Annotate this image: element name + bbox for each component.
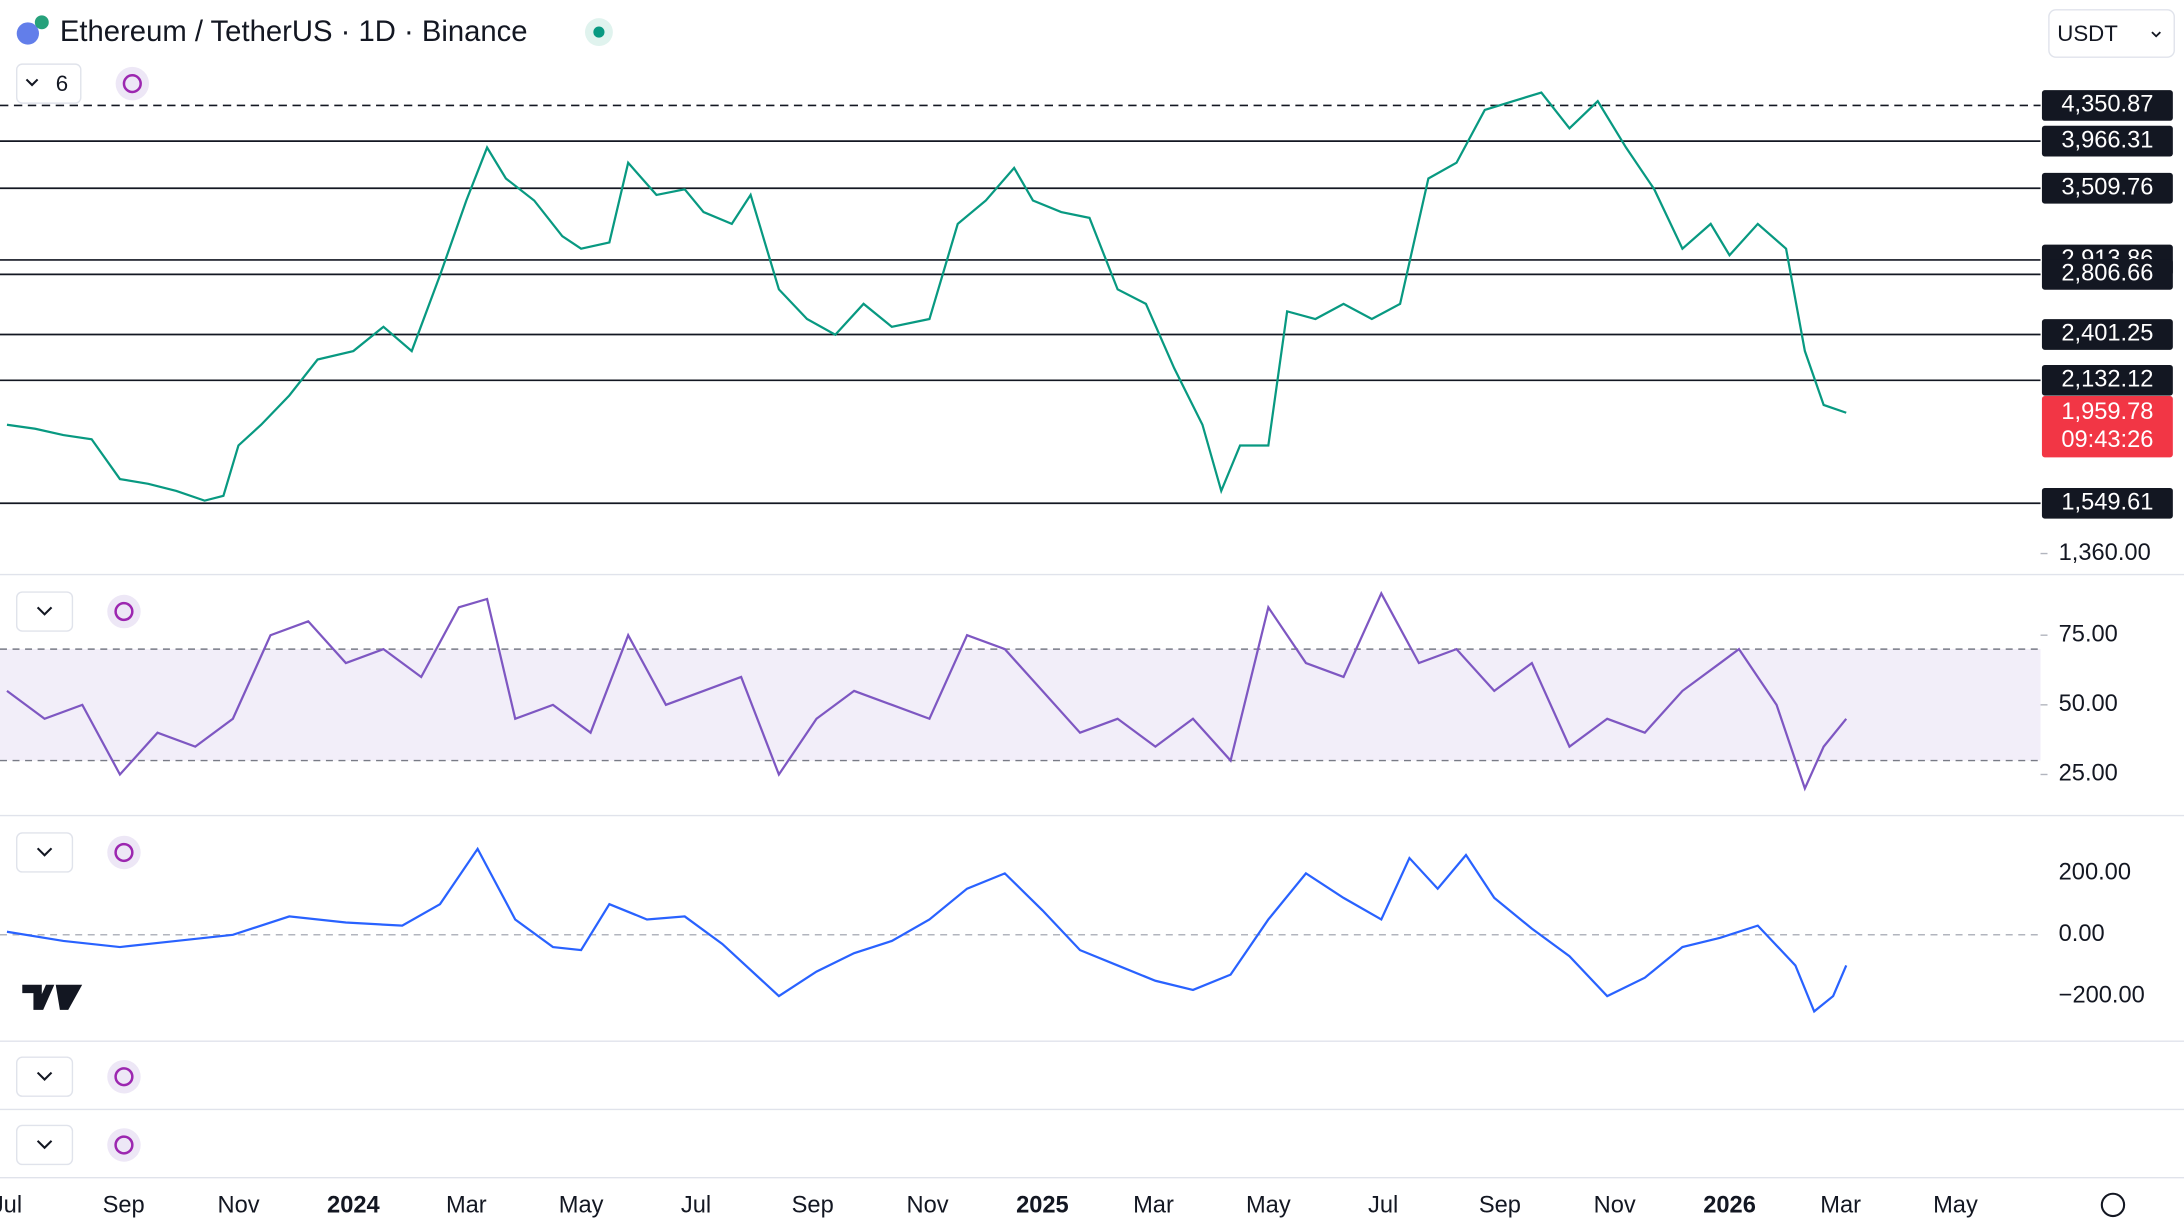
usdt-icon bbox=[34, 15, 49, 30]
level-badge bbox=[2041, 487, 2173, 519]
pane-dividers bbox=[0, 573, 2184, 1179]
x-tick-label: 2024 bbox=[327, 1193, 380, 1219]
chevron bbox=[25, 78, 39, 87]
level-label: 4,350.87 bbox=[2061, 92, 2153, 118]
x-tick-label: May bbox=[559, 1193, 604, 1219]
level-label: 2,806.66 bbox=[2061, 261, 2153, 287]
level-badge bbox=[2041, 364, 2173, 396]
x-tick-label: Mar bbox=[446, 1193, 487, 1219]
series-line bbox=[6, 91, 1847, 502]
pane-toggle[interactable] bbox=[16, 1056, 74, 1097]
chevron bbox=[36, 606, 53, 616]
level-label: 3,509.76 bbox=[2061, 174, 2153, 200]
y-tick-label: 0.00 bbox=[2059, 921, 2105, 947]
x-tick-label: May bbox=[1246, 1193, 1291, 1219]
indicators-toggle[interactable] bbox=[16, 63, 82, 104]
pane-controls bbox=[16, 591, 2126, 1218]
x-tick-label: 2026 bbox=[1703, 1193, 1756, 1219]
tv-logo[interactable] bbox=[22, 984, 83, 1010]
x-tick-label: Nov bbox=[907, 1193, 949, 1219]
level-label: 3,966.31 bbox=[2061, 127, 2153, 153]
y-tick-label: 75.00 bbox=[2059, 621, 2118, 647]
series-line bbox=[6, 590, 1848, 792]
level-badge bbox=[2041, 259, 2173, 290]
refresh-button[interactable] bbox=[107, 594, 141, 629]
chevron bbox=[36, 1140, 53, 1150]
pane-toggle[interactable] bbox=[16, 591, 74, 632]
x-tick-label: Sep bbox=[792, 1193, 834, 1219]
chevron bbox=[36, 847, 53, 857]
pane-toggle[interactable] bbox=[16, 832, 74, 873]
refresh-button[interactable] bbox=[107, 1128, 141, 1162]
level-badge bbox=[2041, 125, 2173, 157]
pane-toggle[interactable] bbox=[16, 1124, 74, 1166]
level-badge bbox=[2041, 90, 2173, 121]
market-status-dot bbox=[593, 26, 605, 38]
x-tick-label: Jul bbox=[0, 1193, 22, 1219]
x-tick-label: Mar bbox=[1133, 1193, 1174, 1219]
x-tick-label: 2025 bbox=[1016, 1193, 1069, 1219]
refresh-icon bbox=[114, 842, 134, 863]
y-tick-label: 50.00 bbox=[2059, 691, 2118, 717]
level-badge bbox=[2041, 319, 2173, 350]
x-tick-label: May bbox=[1933, 1193, 1978, 1219]
y-tick-label: 200.00 bbox=[2059, 860, 2131, 886]
x-tick-label: Sep bbox=[1479, 1193, 1521, 1219]
last-price-badge bbox=[2041, 396, 2173, 458]
level-label: 2,132.12 bbox=[2061, 367, 2153, 393]
level-label: 1,549.61 bbox=[2061, 490, 2153, 516]
series-line bbox=[6, 846, 1848, 1014]
y-tick-label: 1,360.00 bbox=[2059, 540, 2151, 566]
refresh-icon bbox=[114, 1135, 134, 1155]
x-tick-label: Nov bbox=[217, 1193, 259, 1219]
plots bbox=[6, 91, 1848, 1014]
refresh-button[interactable] bbox=[107, 1060, 141, 1094]
axes: Jul Sep Nov 2024 Mar May Jul Sep Nov 2025 Mar May Ju… bbox=[0, 90, 2173, 1219]
refresh-icon bbox=[114, 601, 134, 622]
countdown: 09:43:26 bbox=[2061, 427, 2153, 453]
y-tick-label: 25.00 bbox=[2059, 761, 2118, 787]
chevron bbox=[36, 1071, 53, 1081]
indicator-count: 6 bbox=[56, 71, 68, 96]
y-tick-label: −200.00 bbox=[2059, 982, 2145, 1008]
refresh-button[interactable] bbox=[115, 66, 150, 101]
currency-select[interactable] bbox=[2048, 9, 2175, 58]
currency-chevron bbox=[2151, 31, 2161, 38]
level-badge bbox=[2041, 172, 2173, 204]
last-price-label: 1,959.78 bbox=[2061, 399, 2153, 425]
header: Ethereum / TetherUS · 1D · Binance USDT … bbox=[16, 9, 2175, 104]
refresh-button[interactable] bbox=[107, 835, 141, 870]
symbol-title: Ethereum / TetherUS · 1D · Binance bbox=[60, 16, 528, 48]
settings-button[interactable] bbox=[2100, 1192, 2126, 1218]
refresh-icon bbox=[122, 74, 142, 94]
x-tick-label: Jul bbox=[681, 1193, 711, 1219]
x-tick-label: Jul bbox=[1368, 1193, 1398, 1219]
x-tick-label: Mar bbox=[1820, 1193, 1861, 1219]
currency-label: USDT bbox=[2057, 21, 2118, 46]
refresh-icon bbox=[114, 1067, 134, 1087]
x-tick-label: Sep bbox=[103, 1193, 145, 1219]
x-tick-label: Nov bbox=[1594, 1193, 1636, 1219]
eth-icon bbox=[16, 22, 39, 45]
level-label: 2,401.25 bbox=[2061, 321, 2153, 347]
